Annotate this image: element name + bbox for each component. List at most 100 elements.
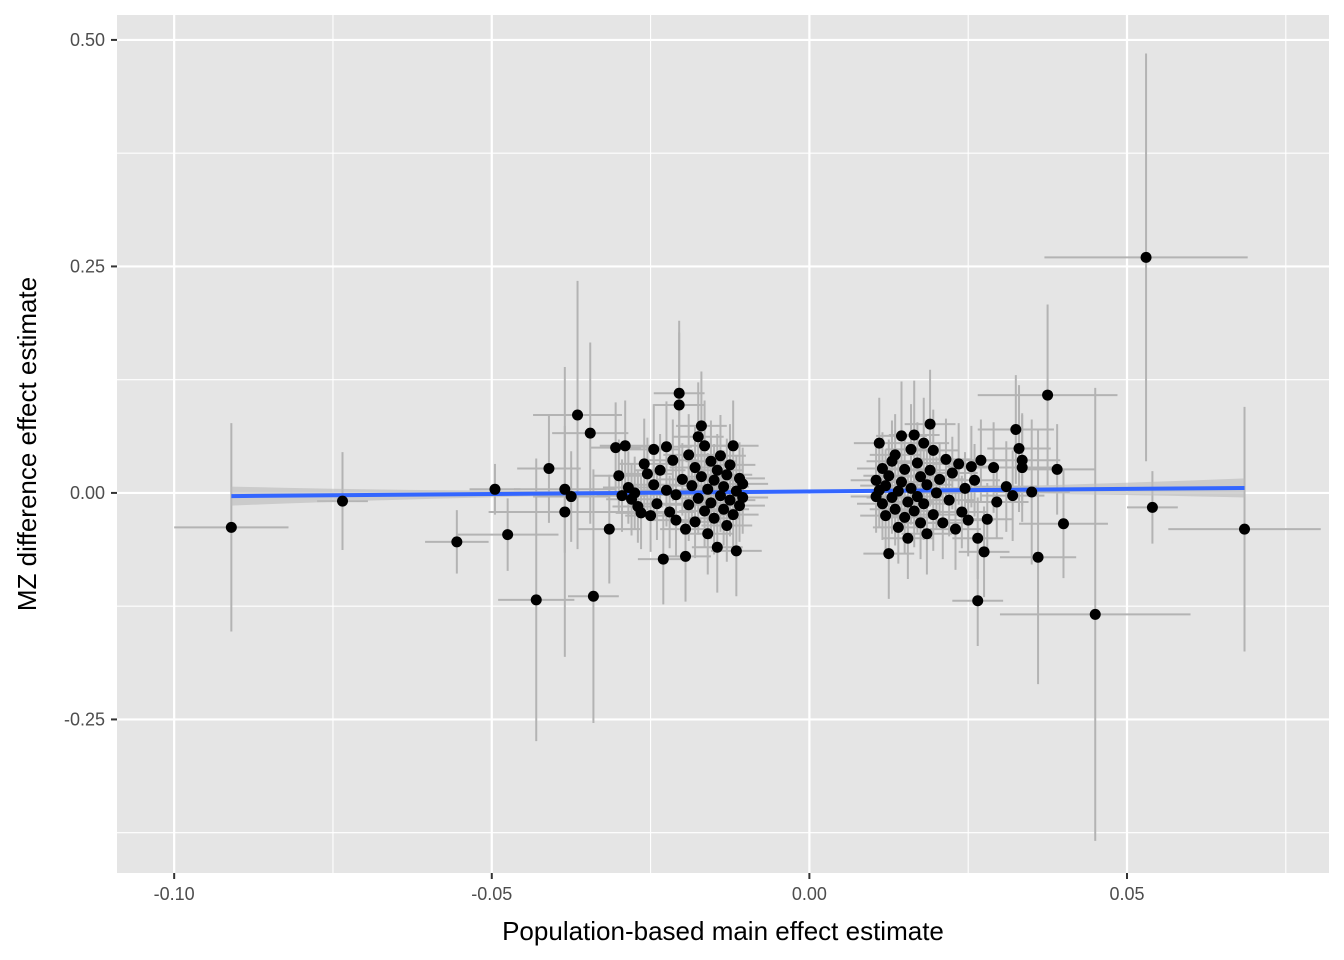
data-point	[927, 444, 939, 456]
data-point	[924, 418, 936, 430]
data-point	[876, 498, 888, 510]
data-point	[1013, 443, 1025, 455]
data-point	[680, 550, 692, 562]
data-point	[981, 513, 993, 525]
data-point	[714, 450, 726, 462]
data-point	[965, 461, 977, 473]
data-point	[670, 489, 682, 501]
data-point	[718, 481, 730, 493]
data-point	[1089, 608, 1101, 620]
data-point	[667, 454, 679, 466]
data-point	[702, 528, 714, 540]
data-point	[972, 595, 984, 607]
data-point	[530, 594, 542, 606]
data-point	[718, 503, 730, 515]
data-point	[873, 437, 885, 449]
data-point	[673, 399, 685, 411]
data-point	[225, 521, 237, 533]
y-axis-title: MZ difference effect estimate	[12, 277, 42, 611]
y-tick-label: -0.25	[64, 709, 105, 729]
data-point	[959, 482, 971, 494]
data-point	[670, 514, 682, 526]
x-tick-label: 0.05	[1109, 884, 1144, 904]
data-point	[902, 532, 914, 544]
data-point	[645, 510, 657, 522]
y-tick-label: 0.25	[70, 256, 105, 276]
data-point	[892, 485, 904, 497]
data-point	[664, 506, 676, 518]
data-point	[619, 440, 631, 452]
data-point	[489, 483, 501, 495]
x-axis: -0.10 -0.05 0.00 0.05	[154, 873, 1145, 904]
data-point	[918, 437, 930, 449]
minor-gridlines	[117, 15, 1329, 873]
data-point	[705, 497, 717, 509]
data-point	[876, 462, 888, 474]
y-tick-label: 0.00	[70, 483, 105, 503]
data-point	[988, 462, 1000, 474]
data-point	[895, 430, 907, 442]
data-point	[699, 505, 711, 517]
x-tick-label: -0.10	[154, 884, 195, 904]
data-point	[699, 440, 711, 452]
data-point	[949, 523, 961, 535]
data-point	[676, 473, 688, 485]
data-point	[559, 483, 571, 495]
data-point	[1239, 523, 1251, 535]
data-point	[962, 514, 974, 526]
data-point	[1000, 481, 1012, 493]
data-point	[714, 490, 726, 502]
data-point	[905, 443, 917, 455]
data-point	[908, 429, 920, 441]
data-point	[724, 459, 736, 471]
data-point	[502, 529, 514, 541]
data-point	[683, 499, 695, 511]
data-point	[921, 528, 933, 540]
data-point	[1007, 490, 1019, 502]
data-point	[705, 455, 717, 467]
data-point	[695, 471, 707, 483]
data-point	[911, 491, 923, 503]
data-point	[708, 512, 720, 524]
data-point	[895, 476, 907, 488]
data-point	[572, 409, 584, 421]
data-point	[451, 536, 463, 548]
data-point	[641, 468, 653, 480]
data-point	[708, 474, 720, 486]
data-point	[969, 474, 981, 486]
x-tick-label: -0.05	[471, 884, 512, 904]
data-point	[737, 478, 749, 490]
data-point	[711, 541, 723, 553]
data-point	[584, 427, 596, 439]
data-point	[956, 506, 968, 518]
data-point	[892, 521, 904, 533]
data-point	[915, 471, 927, 483]
x-axis-title: Population-based main effect estimate	[502, 916, 944, 946]
plot-panel	[117, 15, 1329, 873]
data-point	[930, 487, 942, 499]
data-point	[337, 495, 349, 507]
data-point	[905, 482, 917, 494]
data-point	[972, 532, 984, 544]
data-point	[1051, 463, 1063, 475]
data-point	[657, 553, 669, 565]
data-points	[225, 251, 1251, 620]
data-point	[889, 449, 901, 461]
data-point	[921, 479, 933, 491]
data-point	[543, 462, 555, 474]
data-point	[737, 491, 749, 503]
data-point	[730, 545, 742, 557]
data-point	[991, 496, 1003, 508]
data-point	[902, 496, 914, 508]
data-point	[724, 494, 736, 506]
data-point	[648, 479, 660, 491]
data-point	[692, 492, 704, 504]
data-point	[613, 470, 625, 482]
data-point	[1146, 501, 1158, 513]
data-point	[654, 464, 666, 476]
data-point	[975, 454, 987, 466]
data-point	[692, 431, 704, 443]
data-point	[648, 443, 660, 455]
data-point	[660, 484, 672, 496]
data-point	[695, 420, 707, 432]
